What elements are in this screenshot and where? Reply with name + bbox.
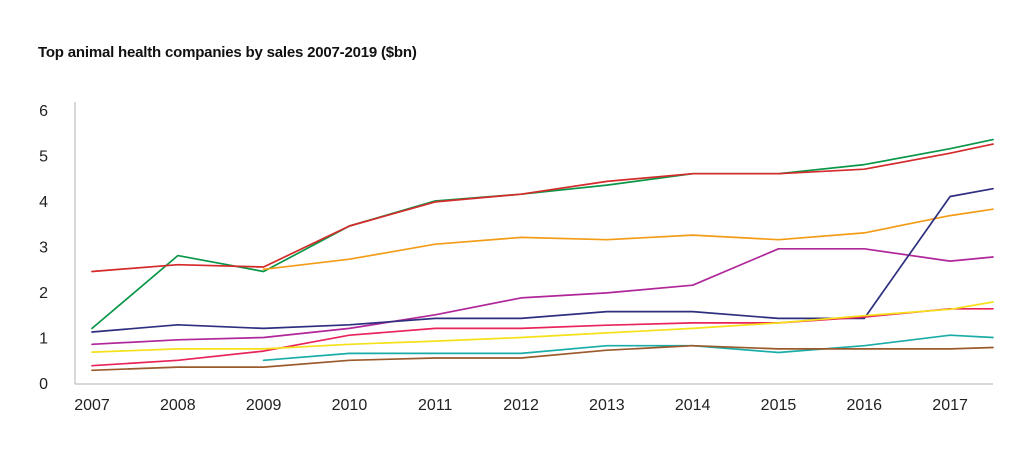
x-tick-label: 2007 <box>74 397 110 414</box>
y-tick-label: 1 <box>39 331 48 348</box>
x-tick-label: 2009 <box>246 397 282 414</box>
series-lines <box>91 138 994 372</box>
x-tick-label: 2017 <box>932 397 968 414</box>
x-tick-label: 2015 <box>761 397 797 414</box>
series-line-4 <box>91 247 994 346</box>
y-tick-label: 5 <box>39 149 48 166</box>
y-tick-label: 3 <box>39 240 48 257</box>
series-line-1 <box>91 138 994 330</box>
series-line-9 <box>91 344 994 372</box>
series-line-3 <box>262 208 994 271</box>
x-tick-label: 2012 <box>503 397 539 414</box>
x-tick-label: 2008 <box>160 397 196 414</box>
x-tick-label: 2011 <box>418 397 453 414</box>
x-tick-label: 2014 <box>675 397 711 414</box>
y-tick-label: 0 <box>39 376 48 393</box>
x-tick-label: 2016 <box>846 397 882 414</box>
tick-labels: 0 1 2 3 4 5 6 2007 2008 2009 2010 2011 2012 2013 2014 2… <box>39 103 968 414</box>
y-tick-label: 4 <box>39 194 48 211</box>
series-line-8 <box>262 334 994 362</box>
chart-title: Top animal health companies by sales 200… <box>38 44 417 61</box>
series-line-7 <box>91 301 994 353</box>
series-line-2 <box>91 143 994 273</box>
y-tick-label: 2 <box>39 285 48 302</box>
x-tick-label: 2010 <box>332 397 368 414</box>
y-tick-label: 6 <box>39 103 48 120</box>
series-line-6 <box>91 307 994 367</box>
series-line-5 <box>91 187 994 333</box>
x-tick-label: 2013 <box>589 397 625 414</box>
axes <box>74 102 993 385</box>
